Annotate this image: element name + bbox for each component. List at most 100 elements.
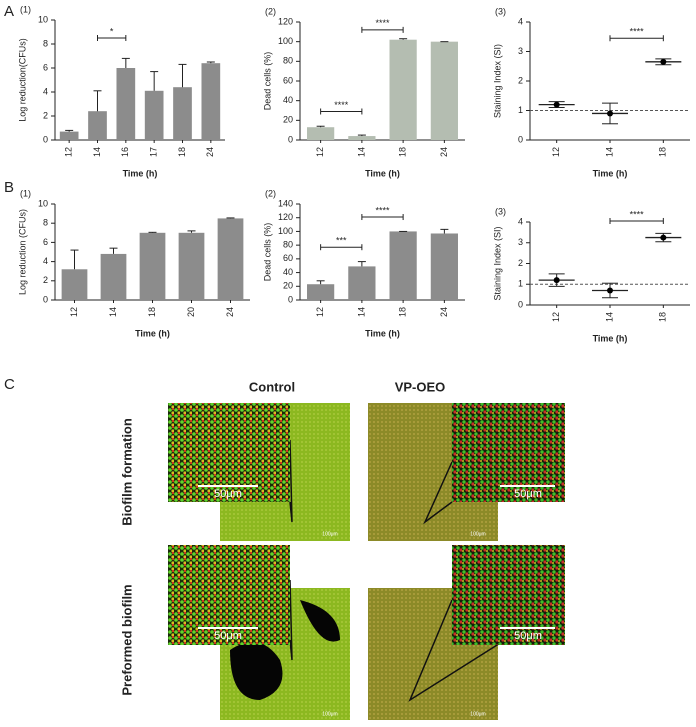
y-tick-label: 60 — [283, 253, 293, 263]
y-tick-label: 2 — [518, 258, 523, 268]
panel-label: (2) — [265, 188, 276, 198]
y-tick-label: 8 — [43, 38, 48, 48]
significance-label: **** — [334, 100, 349, 110]
scale-label: 100μm — [470, 711, 485, 717]
y-tick-label: 0 — [518, 299, 523, 309]
image-void — [230, 600, 340, 700]
bar — [88, 111, 107, 140]
x-tick-label: 14 — [108, 307, 118, 317]
y-tick-label: 0 — [43, 294, 48, 304]
bar — [144, 90, 164, 140]
bar — [389, 39, 417, 141]
y-tick-label: 4 — [43, 86, 48, 96]
y-tick-label: 20 — [283, 281, 293, 291]
x-tick-label: 16 — [120, 147, 130, 157]
bar — [100, 253, 127, 300]
panel-label: (1) — [20, 188, 31, 198]
x-tick-label: 18 — [398, 307, 408, 317]
bar — [430, 41, 458, 140]
x-tick-label: 18 — [658, 312, 668, 322]
x-tick-label: 14 — [92, 147, 102, 157]
y-tick-label: 60 — [283, 75, 293, 85]
zoom-line — [289, 579, 293, 661]
bar — [61, 269, 88, 300]
x-axis-label: Time (h) — [365, 168, 400, 178]
significance-label: **** — [375, 205, 390, 215]
panel-label: (3) — [495, 206, 506, 216]
y-axis-label: Dead cells (%) — [262, 52, 272, 111]
zoom-line — [423, 461, 453, 525]
x-tick-label: 18 — [658, 147, 668, 157]
x-tick-label: 14 — [604, 147, 614, 157]
panel-label: (2) — [265, 6, 276, 16]
bar — [348, 136, 376, 140]
scale-label: 50μm — [214, 630, 242, 642]
y-tick-label: 20 — [283, 115, 293, 125]
y-tick-label: 4 — [43, 256, 48, 266]
row-header: Biofilm formation — [119, 418, 134, 526]
panel-letter: C — [4, 376, 15, 393]
y-tick-label: 6 — [43, 237, 48, 247]
x-tick-label: 18 — [398, 147, 408, 157]
y-tick-label: 100 — [278, 226, 293, 236]
scale-label: 50μm — [514, 630, 542, 642]
x-tick-label: 12 — [69, 307, 79, 317]
y-tick-label: 8 — [43, 218, 48, 228]
x-axis-label: Time (h) — [593, 168, 628, 178]
bar — [178, 232, 205, 300]
y-tick-label: 3 — [518, 46, 523, 56]
point — [660, 58, 667, 65]
point — [660, 234, 667, 241]
x-tick-label: 24 — [225, 307, 235, 317]
y-tick-label: 2 — [43, 110, 48, 120]
x-tick-label: 24 — [439, 147, 449, 157]
y-axis-label: Staining Index (SI) — [492, 44, 502, 118]
point — [553, 101, 560, 108]
x-tick-label: 12 — [551, 147, 561, 157]
x-axis-label: Time (h) — [135, 328, 170, 338]
bar — [389, 231, 417, 300]
x-tick-label: 18 — [147, 307, 157, 317]
y-tick-label: 0 — [288, 134, 293, 144]
y-tick-label: 0 — [518, 134, 523, 144]
y-tick-label: 1 — [518, 279, 523, 289]
inset-image — [452, 545, 565, 645]
y-tick-label: 10 — [38, 198, 48, 208]
x-tick-label: 12 — [315, 147, 325, 157]
bar — [217, 218, 244, 300]
panel-letter: A — [4, 3, 14, 20]
bar — [173, 87, 192, 140]
x-tick-label: 12 — [551, 312, 561, 322]
significance-label: * — [110, 26, 114, 36]
x-axis-label: Time (h) — [365, 328, 400, 338]
x-tick-label: 20 — [186, 307, 196, 317]
point — [553, 277, 560, 284]
panel-label: (3) — [495, 6, 506, 16]
row-header: Preformed biofilm — [119, 584, 134, 695]
x-tick-label: 14 — [356, 147, 366, 157]
y-axis-label: Log reduction(CFUs) — [17, 38, 27, 122]
zoom-line — [289, 439, 293, 523]
bar — [307, 284, 335, 300]
y-tick-label: 0 — [43, 134, 48, 144]
bar — [430, 233, 458, 300]
column-header: Control — [249, 379, 295, 394]
bar — [348, 266, 376, 300]
significance-label: **** — [630, 209, 645, 219]
y-tick-label: 1 — [518, 105, 523, 115]
column-header: VP-OEO — [395, 379, 446, 394]
bar — [201, 63, 221, 141]
y-tick-label: 2 — [43, 275, 48, 285]
bar — [307, 127, 335, 140]
y-axis-label: Log reduction (CFUs) — [17, 209, 27, 295]
x-axis-label: Time (h) — [593, 333, 628, 343]
scale-label: 100μm — [322, 711, 337, 717]
y-tick-label: 6 — [43, 62, 48, 72]
y-axis-label: Staining Index (SI) — [492, 226, 502, 300]
y-axis-label: Dead cells (%) — [262, 223, 272, 282]
y-tick-label: 10 — [38, 14, 48, 24]
y-tick-label: 120 — [278, 16, 293, 26]
microscopy-panel: Control VP-OEO Biofilm formation Preform… — [119, 379, 565, 720]
x-tick-label: 12 — [64, 147, 74, 157]
